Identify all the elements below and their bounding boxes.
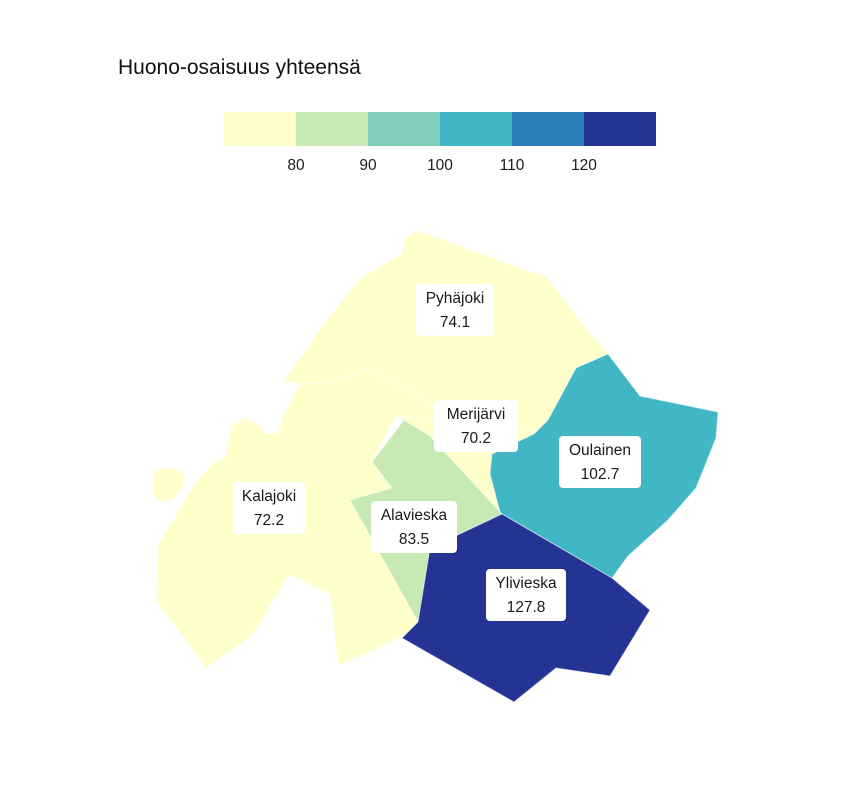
label-oulainen-name: Oulainen — [569, 442, 631, 459]
legend-tick-label: 120 — [571, 157, 597, 174]
label-kalajoki-value: 72.2 — [254, 512, 284, 529]
label-alavieska: Alavieska 83.5 — [371, 501, 457, 553]
label-ylivieska: Ylivieska 127.8 — [486, 569, 566, 621]
label-merijarvi-name: Merijärvi — [447, 406, 506, 423]
map-title: Huono-osaisuus yhteensä — [118, 56, 361, 79]
label-alavieska-value: 83.5 — [399, 531, 429, 548]
label-kalajoki: Kalajoki 72.2 — [233, 482, 305, 534]
label-alavieska-name: Alavieska — [381, 507, 448, 524]
legend-bin — [368, 112, 440, 146]
legend-tick-label: 90 — [359, 157, 377, 174]
label-merijarvi: Merijärvi 70.2 — [434, 400, 518, 452]
legend-bin — [584, 112, 656, 146]
legend-bin — [224, 112, 296, 146]
label-kalajoki-name: Kalajoki — [242, 488, 296, 505]
legend-bin — [296, 112, 368, 146]
label-ylivieska-value: 127.8 — [507, 599, 546, 616]
legend-tick-label: 80 — [287, 157, 305, 174]
label-oulainen: Oulainen 102.7 — [559, 436, 641, 488]
label-oulainen-value: 102.7 — [581, 466, 620, 483]
label-pyhajoki-name: Pyhäjoki — [426, 290, 485, 307]
label-merijarvi-value: 70.2 — [461, 430, 491, 447]
legend-tick-label: 100 — [427, 157, 453, 174]
color-legend: 80 90 100 110 120 — [224, 112, 656, 174]
label-pyhajoki: Pyhäjoki 74.1 — [416, 284, 494, 336]
label-ylivieska-name: Ylivieska — [495, 575, 557, 592]
legend-bin — [440, 112, 512, 146]
label-pyhajoki-value: 74.1 — [440, 314, 470, 331]
legend-bin — [512, 112, 584, 146]
legend-tick-label: 110 — [500, 157, 525, 174]
